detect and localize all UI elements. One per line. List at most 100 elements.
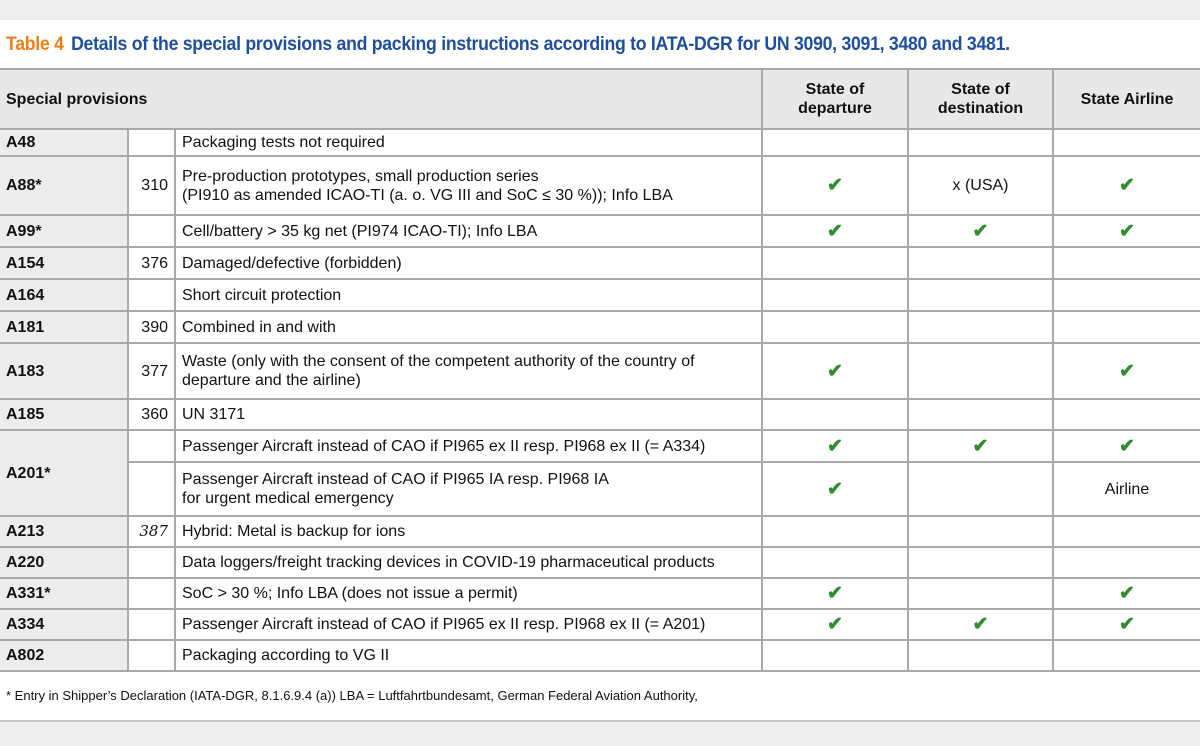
check-icon: ✔ [761,429,909,463]
state-destination-cell [907,310,1054,344]
header-state-destination: State of destination [907,68,1054,130]
state-airline-cell [1052,515,1200,548]
check-icon: ✔ [907,214,1054,248]
provision-code: A48 [0,128,129,157]
packing-instruction: 376 [127,246,176,280]
packing-instruction: 310 [127,155,176,216]
check-icon: ✔ [761,608,909,641]
provision-description: Packaging according to VG II [174,639,763,672]
state-destination-cell [907,278,1054,312]
state-destination-cell [907,461,1054,517]
state-airline-cell [1052,246,1200,280]
state-departure-cell [761,246,909,280]
table-row: A220 Data loggers/freight tracking device… [0,546,1200,579]
state-airline-cell [1052,278,1200,312]
header-state-airline: State Airline [1052,68,1200,130]
packing-instruction [127,128,176,157]
table-row: A88* 310 Pre-production prototypes, small … [0,155,1200,216]
special-provisions-table: Special provisions State of departure St… [0,68,1200,672]
provision-code: A213 [0,515,129,548]
state-airline-cell [1052,128,1200,157]
state-airline-cell [1052,546,1200,579]
packing-instruction: 387 [127,515,176,548]
provision-code: A88* [0,155,129,216]
provision-code: A220 [0,546,129,579]
table-caption: Details of the special provisions and pa… [71,34,1010,55]
state-departure-cell [761,515,909,548]
check-icon: ✔ [1052,429,1200,463]
state-departure-cell [761,310,909,344]
packing-instruction [127,546,176,579]
state-airline-cell [1052,310,1200,344]
state-airline-cell: Airline [1052,461,1200,517]
provision-description: Packaging tests not required [174,128,763,157]
state-airline-cell [1052,398,1200,431]
packing-instruction: 377 [127,342,176,400]
check-icon: ✔ [1052,155,1200,216]
table-row: Passenger Aircraft instead of CAO if PI9… [0,461,1200,517]
packing-instruction [127,278,176,312]
check-icon: ✔ [907,608,1054,641]
provision-description: SoC > 30 %; Info LBA (does not issue a p… [174,577,763,610]
header-state-departure: State of departure [761,68,909,130]
check-icon: ✔ [761,342,909,400]
check-icon: ✔ [1052,577,1200,610]
state-departure-cell [761,278,909,312]
table-number: Table 4 [6,34,64,55]
state-destination-cell [907,515,1054,548]
packing-instruction: 390 [127,310,176,344]
state-departure-cell [761,639,909,672]
provision-description: Hybrid: Metal is backup for ions [174,515,763,548]
state-destination-cell [907,246,1054,280]
provision-description: Data loggers/freight tracking devices in… [174,546,763,579]
packing-instruction: 360 [127,398,176,431]
state-departure-cell [761,128,909,157]
state-departure-cell [761,398,909,431]
table-row: A213 387 Hybrid: Metal is backup for ions [0,515,1200,548]
check-icon: ✔ [907,429,1054,463]
state-airline-cell [1052,639,1200,672]
provision-description: Passenger Aircraft instead of CAO if PI9… [174,608,763,641]
state-destination-cell: x (USA) [907,155,1054,216]
check-icon: ✔ [761,577,909,610]
provision-description: Passenger Aircraft instead of CAO if PI9… [174,429,763,463]
provision-description: UN 3171 [174,398,763,431]
provision-description: Waste (only with the consent of the comp… [174,342,763,400]
provision-code: A331* [0,577,129,610]
packing-instruction [127,639,176,672]
check-icon: ✔ [761,155,909,216]
table-row: A164 Short circuit protection [0,278,1200,312]
state-destination-cell [907,398,1054,431]
table-row: A802 Packaging according to VG II [0,639,1200,672]
state-destination-cell [907,639,1054,672]
provision-description: Cell/battery > 35 kg net (PI974 ICAO-TI)… [174,214,763,248]
packing-instruction [127,214,176,248]
provision-code: A201* [0,429,129,517]
provision-code: A154 [0,246,129,280]
provision-description: Damaged/defective (forbidden) [174,246,763,280]
provision-code: A185 [0,398,129,431]
provision-description: Pre-production prototypes, small product… [174,155,763,216]
table-row: A183 377 Waste (only with the consent of t… [0,342,1200,400]
provision-code: A181 [0,310,129,344]
table-row: A201* Passenger Aircraft instead of CAO i… [0,429,1200,517]
header-special-provisions: Special provisions [0,68,763,130]
table-row: A154 376 Damaged/defective (forbidden) [0,246,1200,280]
table-row: A334 Passenger Aircraft instead of CAO if… [0,608,1200,641]
table-title: Table 4 Details of the special provisions… [6,34,1010,56]
packing-instruction [128,461,176,517]
check-icon: ✔ [1052,342,1200,400]
provision-description: Combined in and with [174,310,763,344]
footnote: * Entry in Shipper’s Declaration (IATA-D… [6,688,698,703]
check-icon: ✔ [1052,608,1200,641]
state-destination-cell [907,128,1054,157]
provision-description: Short circuit protection [174,278,763,312]
table-sheet: Table 4 Details of the special provisions… [0,20,1200,722]
state-destination-cell [907,577,1054,610]
provision-description: Passenger Aircraft instead of CAO if PI9… [174,461,763,517]
check-icon: ✔ [761,214,909,248]
packing-instruction [127,429,176,463]
table-row: A331* SoC > 30 %; Info LBA (does not issu… [0,577,1200,610]
check-icon: ✔ [761,461,909,517]
provision-code: A802 [0,639,129,672]
